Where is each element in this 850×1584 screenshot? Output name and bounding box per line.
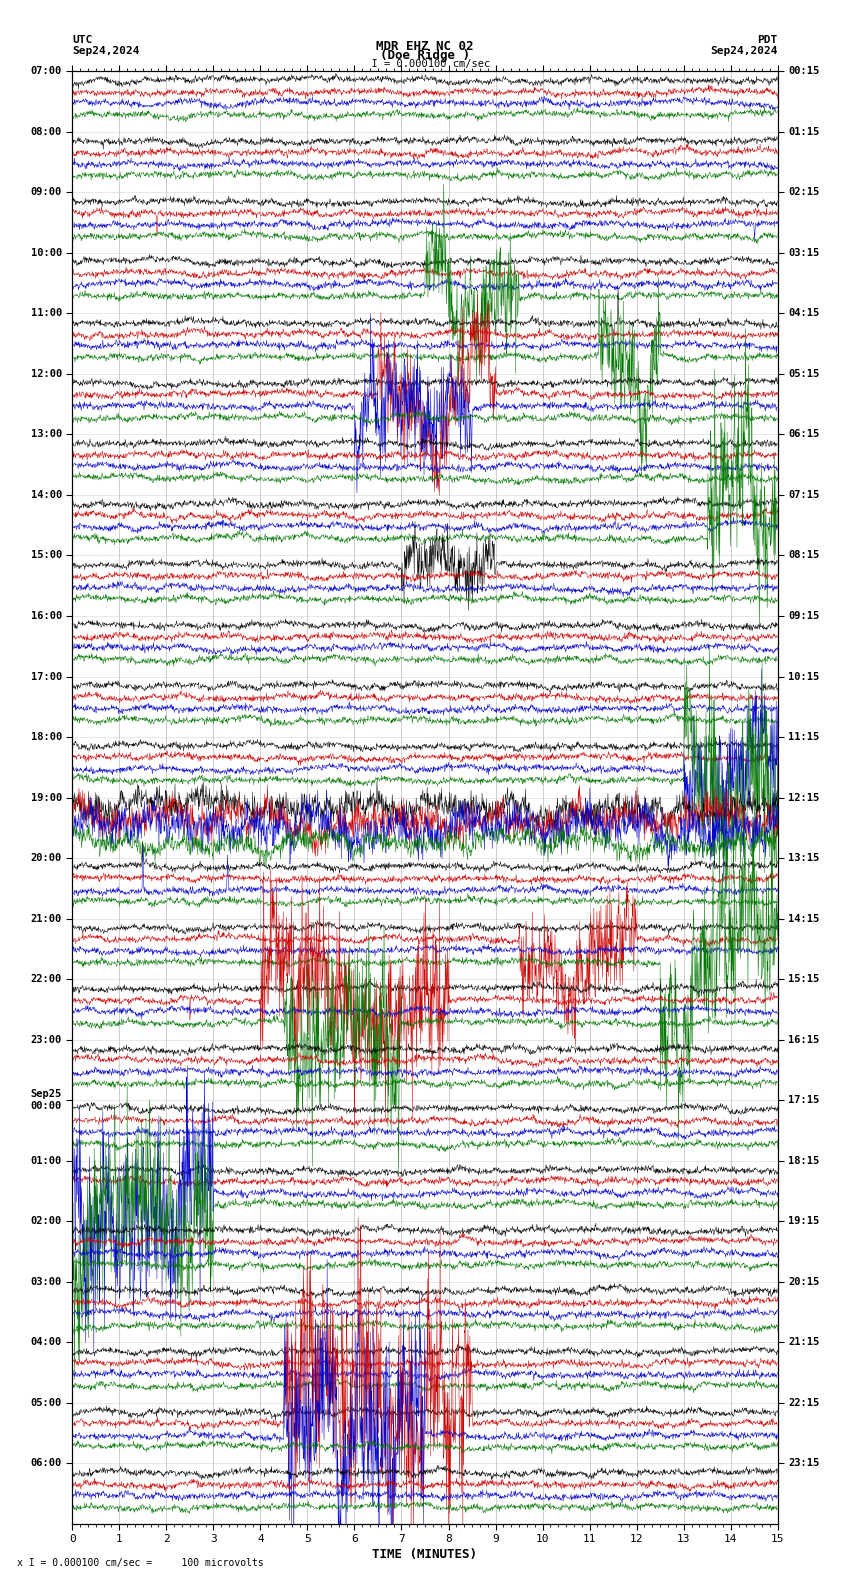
Text: I = 0.000100 cm/sec: I = 0.000100 cm/sec: [360, 59, 490, 68]
Text: (Doe Ridge ): (Doe Ridge ): [380, 49, 470, 62]
Text: MDR EHZ NC 02: MDR EHZ NC 02: [377, 40, 473, 52]
Text: PDT: PDT: [757, 35, 778, 44]
Text: x I = 0.000100 cm/sec =     100 microvolts: x I = 0.000100 cm/sec = 100 microvolts: [17, 1559, 264, 1568]
Text: Sep24,2024: Sep24,2024: [72, 46, 139, 55]
X-axis label: TIME (MINUTES): TIME (MINUTES): [372, 1549, 478, 1562]
Text: Sep24,2024: Sep24,2024: [711, 46, 778, 55]
Text: UTC: UTC: [72, 35, 93, 44]
